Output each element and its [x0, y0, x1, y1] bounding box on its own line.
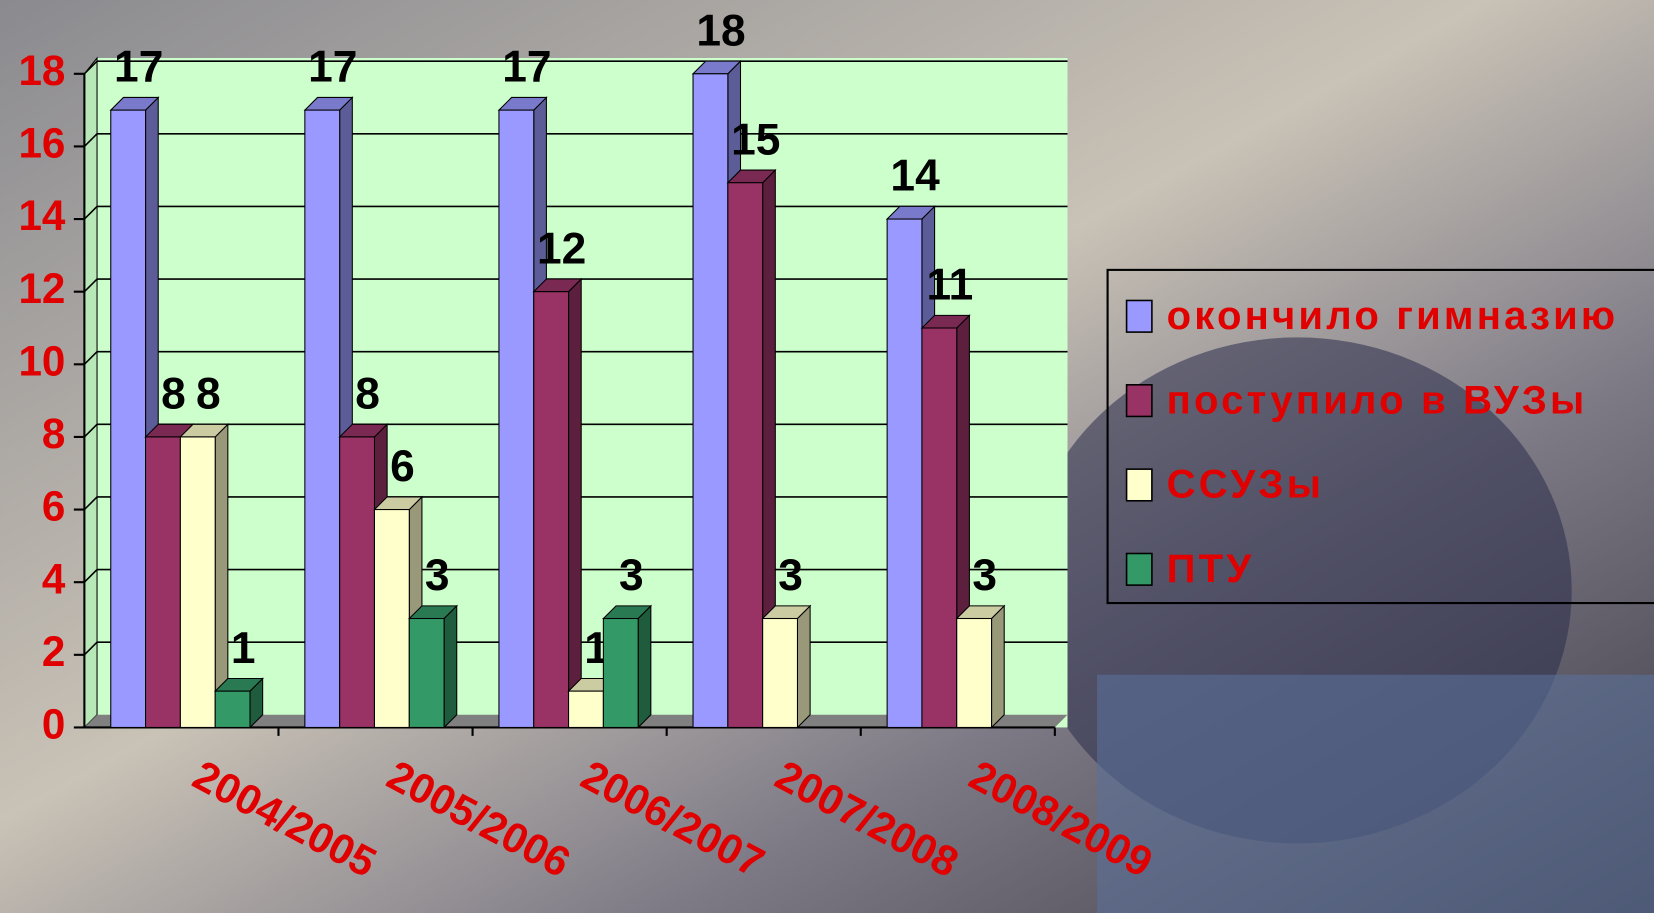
- bar-side: [569, 279, 582, 727]
- y-tick-label: 12: [18, 265, 65, 312]
- bar-front: [374, 510, 409, 728]
- bar-front: [111, 110, 146, 727]
- legend-swatch: [1127, 469, 1152, 501]
- data-label: 12: [537, 224, 586, 273]
- bar-side: [444, 606, 457, 728]
- bar-front: [180, 437, 215, 728]
- data-label: 8: [161, 370, 186, 419]
- bar-front: [340, 437, 375, 728]
- bar: [409, 606, 456, 728]
- legend-swatch: [1127, 300, 1152, 332]
- bar-side: [992, 606, 1005, 728]
- data-label: 8: [355, 370, 380, 419]
- bar: [763, 606, 810, 728]
- bar-front: [603, 619, 638, 728]
- data-label: 1: [231, 624, 256, 673]
- bar-side: [797, 606, 810, 728]
- background-figure: [1097, 675, 1654, 913]
- data-label: 8: [196, 370, 221, 419]
- bar: [215, 678, 262, 727]
- data-label: 3: [972, 551, 997, 600]
- legend-label: поступило в ВУЗы: [1167, 378, 1588, 422]
- data-label: 14: [890, 152, 940, 201]
- legend-label: ССУЗы: [1167, 463, 1324, 507]
- data-label: 15: [731, 115, 780, 164]
- data-label: 17: [502, 43, 551, 92]
- data-label: 6: [390, 442, 415, 491]
- bar: [957, 606, 1004, 728]
- y-tick-label: 16: [18, 120, 65, 167]
- y-tick-label: 2: [42, 628, 65, 675]
- legend-swatch: [1127, 385, 1152, 417]
- bar-front: [499, 110, 534, 727]
- bar-front: [957, 619, 992, 728]
- y-tick-label: 4: [42, 555, 66, 602]
- legend-label: окончило гимназию: [1167, 294, 1619, 338]
- bar: [180, 424, 227, 727]
- bar: [534, 279, 581, 727]
- left-wall: [84, 58, 97, 727]
- bar-front: [305, 110, 340, 727]
- bar: [603, 606, 650, 728]
- bar-front: [922, 328, 957, 727]
- bar-front: [763, 619, 798, 728]
- legend-swatch: [1127, 553, 1152, 585]
- bar-side: [638, 606, 651, 728]
- bar-front: [693, 74, 728, 728]
- y-tick-label: 10: [18, 337, 65, 384]
- y-tick-label: 8: [42, 410, 65, 457]
- legend-label: ПТУ: [1167, 547, 1255, 591]
- bar-front: [569, 691, 604, 727]
- y-tick-label: 14: [18, 192, 65, 239]
- data-label: 17: [114, 43, 163, 92]
- data-label: 17: [308, 43, 357, 92]
- data-label: 3: [425, 551, 450, 600]
- bar-front: [728, 183, 763, 728]
- y-tick-label: 18: [18, 47, 65, 94]
- data-label: 11: [926, 261, 973, 310]
- bar-front: [887, 219, 922, 727]
- chart: 0246810121416182004/2005178812005/200617…: [0, 0, 1654, 913]
- data-label: 3: [619, 551, 644, 600]
- bar-front: [534, 292, 569, 728]
- bar-front: [215, 691, 250, 727]
- y-tick-label: 6: [42, 483, 65, 530]
- y-tick-label: 0: [42, 701, 65, 748]
- data-label: 3: [778, 551, 803, 600]
- bar-front: [146, 437, 181, 728]
- bar-front: [409, 619, 444, 728]
- data-label: 18: [696, 6, 745, 55]
